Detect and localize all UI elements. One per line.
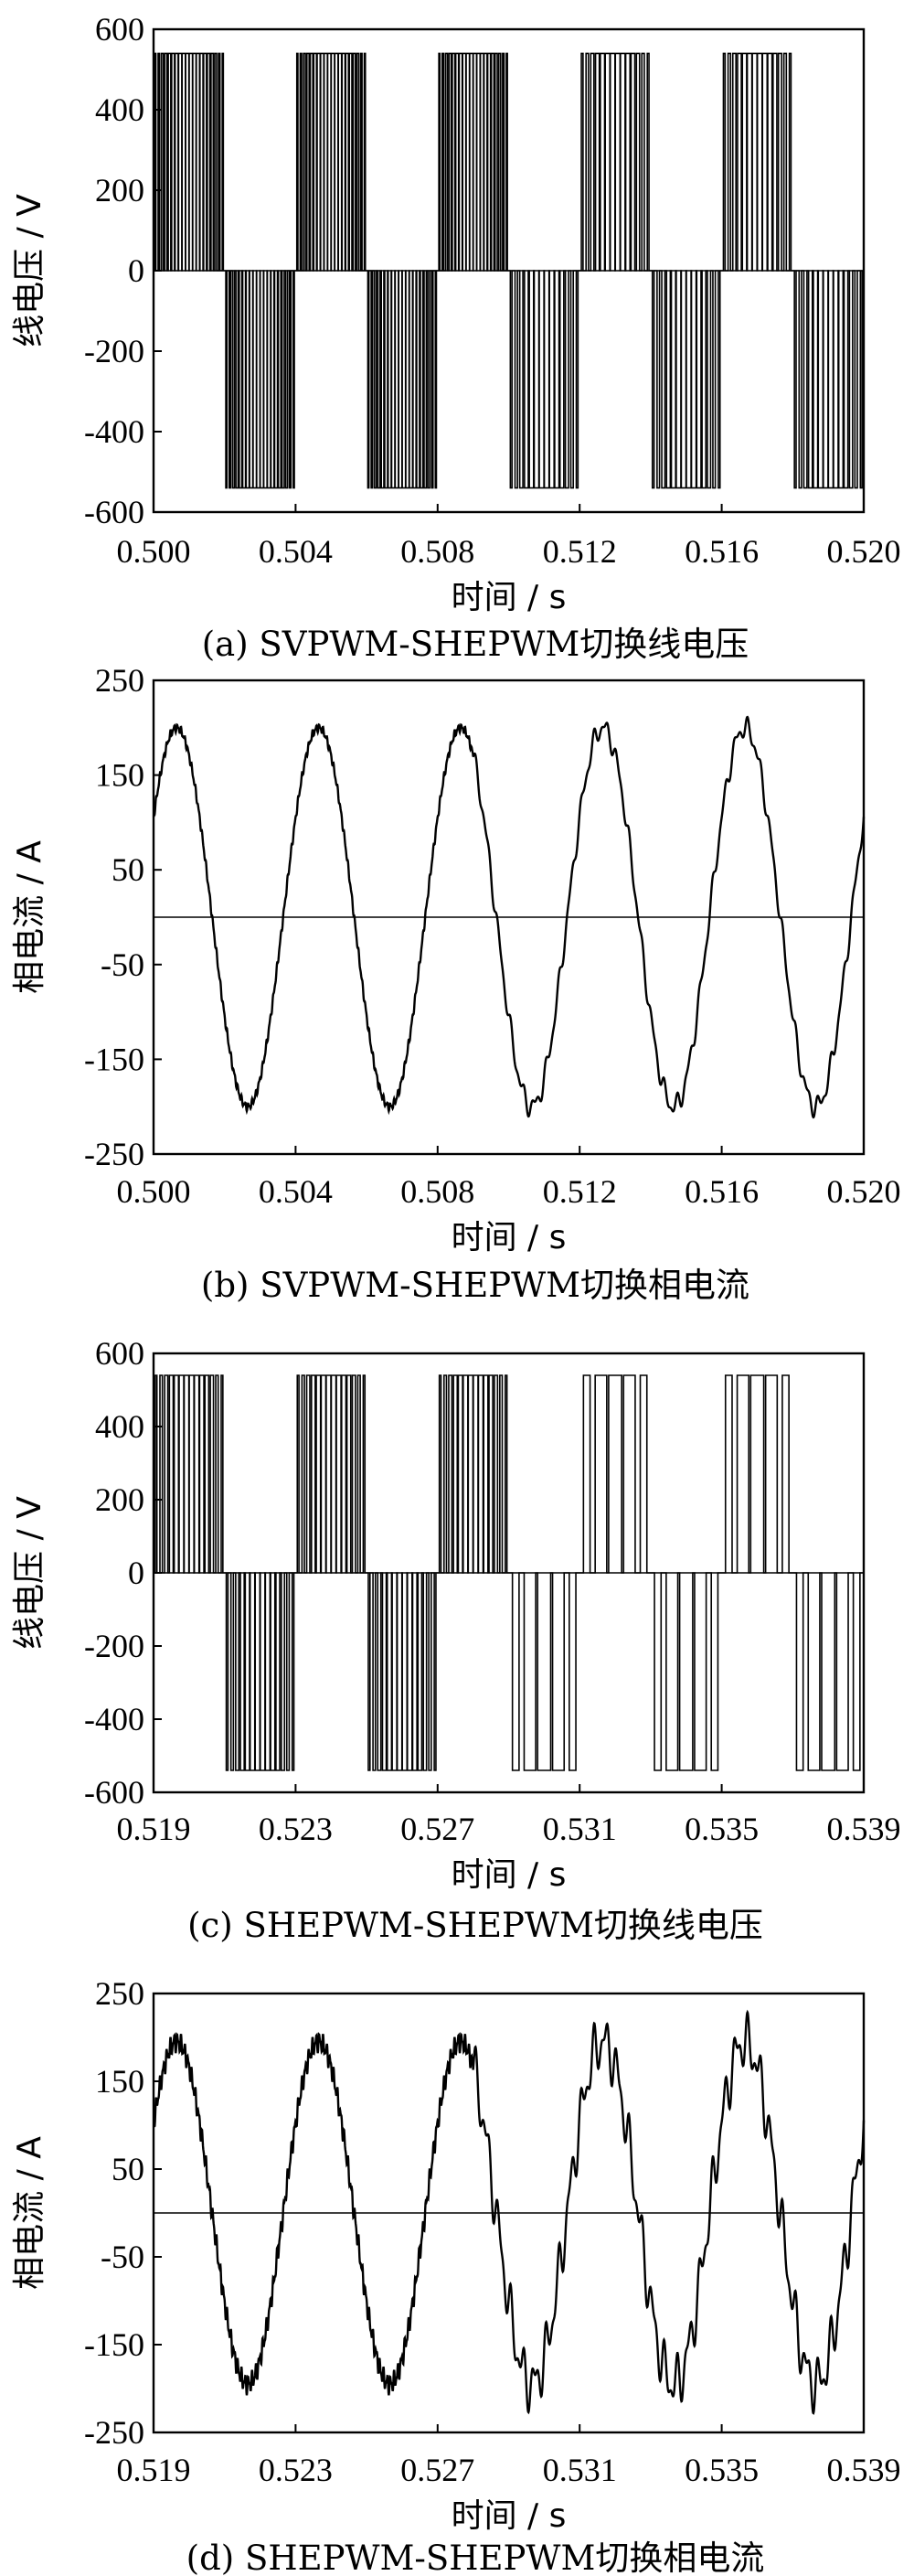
x-tick-label: 0.523	[259, 2452, 333, 2488]
x-tick-label: 0.535	[685, 1811, 759, 1847]
x-axis-label: 时间 / s	[452, 1219, 567, 1256]
x-axis-label: 时间 / s	[452, 2497, 567, 2535]
x-axis-label: 时间 / s	[452, 1856, 567, 1894]
y-tick-label: 600	[95, 1335, 144, 1372]
y-tick-label: 50	[112, 851, 144, 888]
y-tick-label: -400	[84, 413, 144, 450]
y-tick-label: -250	[84, 2414, 144, 2451]
x-tick-label: 0.531	[543, 1811, 617, 1847]
y-tick-label: 200	[95, 1481, 144, 1518]
y-tick-label: -600	[84, 1774, 144, 1811]
panel-caption: (d) SHEPWM-SHEPWM切换相电流	[186, 2539, 765, 2576]
x-tick-label: 0.535	[685, 2452, 759, 2488]
y-tick-label: -400	[84, 1701, 144, 1737]
x-tick-label: 0.516	[685, 1173, 759, 1210]
panel-caption: (b) SVPWM-SHEPWM切换相电流	[201, 1266, 749, 1305]
x-tick-label: 0.527	[400, 2452, 474, 2488]
y-tick-label: -50	[101, 2239, 144, 2275]
y-tick-label: -150	[84, 1041, 144, 1077]
y-axis-label: 相电流 / A	[11, 840, 48, 994]
x-tick-label: 0.508	[400, 1173, 474, 1210]
plot-frame	[152, 679, 866, 1156]
y-tick-label: -50	[101, 946, 144, 983]
y-axis-label: 线电压 / V	[11, 194, 48, 347]
x-tick-label: 0.500	[117, 1173, 191, 1210]
x-tick-label: 0.539	[827, 2452, 901, 2488]
x-tick-label: 0.504	[259, 1173, 333, 1210]
series-line-d	[152, 2009, 866, 2415]
series-line-c	[154, 1374, 864, 1771]
x-tick-label: 0.531	[543, 2452, 617, 2488]
x-tick-label: 0.519	[117, 2452, 191, 2488]
y-tick-label: 250	[95, 1975, 144, 2012]
panel-caption: (c) SHEPWM-SHEPWM切换线电压	[187, 1906, 763, 1945]
x-tick-label: 0.512	[543, 1173, 617, 1210]
y-axis-label: 相电流 / A	[11, 2136, 48, 2290]
x-tick-label: 0.504	[259, 533, 333, 570]
x-tick-label: 0.527	[400, 1811, 474, 1847]
y-axis-label: 线电压 / V	[11, 1496, 48, 1650]
y-tick-label: -200	[84, 333, 144, 369]
series-line-b	[152, 715, 866, 1119]
x-tick-label: 0.519	[117, 1811, 191, 1847]
panel-caption: (a) SVPWM-SHEPWM切换线电压	[202, 625, 749, 664]
y-tick-label: 50	[112, 2151, 144, 2187]
x-tick-label: 0.500	[117, 533, 191, 570]
y-tick-label: 400	[95, 1408, 144, 1445]
y-tick-label: 600	[95, 11, 144, 48]
x-tick-label: 0.539	[827, 1811, 901, 1847]
y-tick-label: 200	[95, 172, 144, 208]
y-tick-label: 400	[95, 91, 144, 128]
y-tick-label: 0	[128, 252, 144, 289]
y-tick-label: -150	[84, 2326, 144, 2363]
x-tick-label: 0.523	[259, 1811, 333, 1847]
plot-frame	[152, 1992, 866, 2434]
x-tick-label: 0.520	[827, 533, 901, 570]
x-tick-label: 0.516	[685, 533, 759, 570]
x-tick-label: 0.508	[400, 533, 474, 570]
y-tick-label: 250	[95, 662, 144, 699]
y-tick-label: -200	[84, 1628, 144, 1664]
x-tick-label: 0.520	[827, 1173, 901, 1210]
x-tick-label: 0.512	[543, 533, 617, 570]
y-tick-label: -600	[84, 494, 144, 530]
y-tick-label: 0	[128, 1555, 144, 1591]
y-tick-label: -250	[84, 1136, 144, 1172]
y-tick-label: 150	[95, 2063, 144, 2100]
y-tick-label: 150	[95, 757, 144, 794]
x-axis-label: 时间 / s	[452, 579, 567, 616]
